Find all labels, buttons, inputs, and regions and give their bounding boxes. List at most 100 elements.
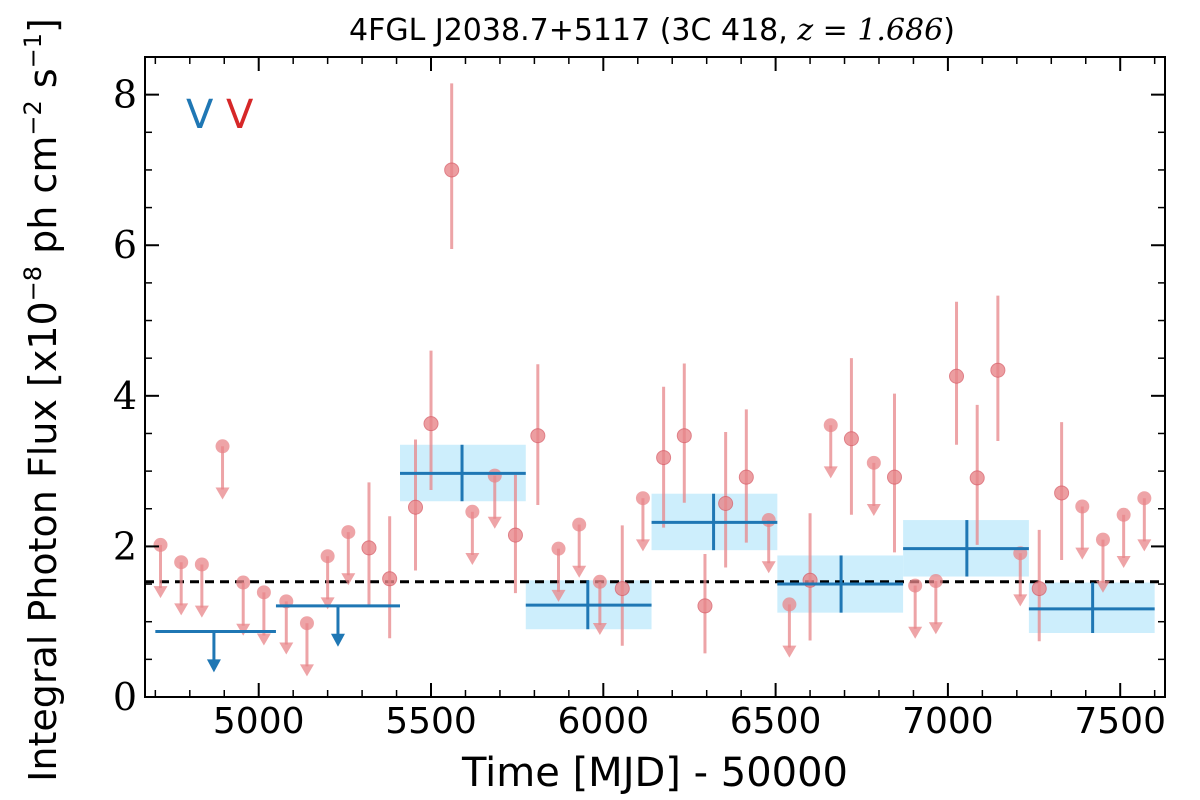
monthly-point <box>676 428 692 444</box>
monthly-series <box>153 83 1152 677</box>
legend-marker-yearly: V <box>186 92 214 138</box>
monthly-ul-point <box>551 541 566 556</box>
monthly-point <box>886 469 902 485</box>
monthly-point <box>990 362 1006 378</box>
monthly-ul-point <box>1095 532 1110 547</box>
monthly-ul-arrowhead <box>551 589 566 602</box>
monthly-ul-point <box>465 504 480 519</box>
monthly-point <box>530 428 546 444</box>
yearly-ul-arrowhead <box>330 633 345 647</box>
monthly-point <box>614 581 630 597</box>
yearly-ul-arrowhead <box>206 659 221 673</box>
yearly-series <box>155 444 1155 673</box>
monthly-point <box>444 162 460 178</box>
legend-marker-monthly: V <box>226 92 254 138</box>
monthly-ul-arrowhead <box>1137 539 1152 552</box>
monthly-ul-arrowhead <box>908 626 923 639</box>
monthly-ul-arrowhead <box>465 552 480 565</box>
monthly-ul-point <box>572 517 587 532</box>
y-tick-label: 4 <box>113 374 137 418</box>
monthly-ul-arrowhead <box>153 586 168 599</box>
monthly-point <box>697 598 713 614</box>
plot-frame <box>144 56 1166 698</box>
monthly-ul-arrowhead <box>823 466 838 479</box>
monthly-ul-point <box>761 513 776 528</box>
monthly-ul-arrowhead <box>174 603 189 616</box>
monthly-ul-arrowhead <box>866 504 881 517</box>
monthly-point <box>361 540 377 556</box>
monthly-ul-point <box>635 491 650 506</box>
monthly-ul-arrowhead <box>592 622 607 635</box>
monthly-ul-arrowhead <box>215 487 230 500</box>
x-tick-label: 6000 <box>557 701 649 742</box>
monthly-ul-arrowhead <box>1075 547 1090 560</box>
chart-title: 4FGL J2038.7+5117 (3C 418, z = 1.686) <box>349 13 955 48</box>
monthly-ul-point <box>866 455 881 470</box>
monthly-ul-point <box>908 578 923 593</box>
monthly-ul-point <box>236 575 251 590</box>
monthly-ul-point <box>1116 507 1131 522</box>
monthly-ul-arrowhead <box>782 645 797 658</box>
title-close: ) <box>943 13 955 48</box>
monthly-ul-arrowhead <box>572 565 587 578</box>
ylabel-exp2: −2 <box>19 100 47 135</box>
y-tick-label: 2 <box>113 524 137 568</box>
monthly-point <box>382 571 398 587</box>
monthly-ul-arrowhead <box>1116 555 1131 568</box>
ylabel-mid: ph cm <box>21 136 65 266</box>
monthly-point <box>718 495 734 511</box>
x-tick-label: 5500 <box>385 701 477 742</box>
monthly-ul-arrowhead <box>761 561 776 574</box>
x-tick-label: 7000 <box>902 701 994 742</box>
monthly-point <box>1054 485 1070 501</box>
monthly-ul-arrowhead <box>635 539 650 552</box>
monthly-point <box>1031 581 1047 597</box>
monthly-ul-arrowhead <box>256 633 271 646</box>
monthly-ul-point <box>823 418 838 433</box>
monthly-point <box>738 469 754 485</box>
monthly-point <box>656 450 672 466</box>
y-tick-label: 8 <box>113 73 137 117</box>
monthly-ul-point <box>153 537 168 552</box>
monthly-ul-point <box>782 597 797 612</box>
monthly-ul-point <box>487 468 502 483</box>
ylabel-main: Integral Photon Flux [x10 <box>21 301 65 782</box>
monthly-point <box>949 368 965 384</box>
monthly-ul-point <box>215 439 230 454</box>
monthly-ul-arrowhead <box>1013 594 1028 607</box>
monthly-ul-point <box>1137 491 1152 506</box>
monthly-point <box>843 431 859 447</box>
monthly-ul-arrowhead <box>279 642 294 655</box>
monthly-ul-point <box>928 574 943 589</box>
x-tick-label: 6500 <box>730 701 822 742</box>
y-tick-label: 6 <box>113 223 137 267</box>
monthly-point <box>408 499 424 515</box>
title-text: 4FGL J2038.7+5117 (3C 418, <box>349 13 797 48</box>
monthly-ul-arrowhead <box>299 664 314 677</box>
monthly-ul-point <box>299 616 314 631</box>
monthly-ul-point <box>592 574 607 589</box>
title-math: z = 1.686 <box>796 13 943 48</box>
ylabel-close: ] <box>21 18 65 33</box>
y-axis-label: Integral Photon Flux [x10−8 ph cm−2 s−1] <box>19 18 65 782</box>
monthly-ul-point <box>194 557 209 572</box>
monthly-ul-arrowhead <box>1095 580 1110 593</box>
monthly-ul-point <box>320 549 335 564</box>
monthly-point <box>423 416 439 432</box>
monthly-ul-arrowhead <box>194 605 209 618</box>
x-axis-label: Time [MJD] - 50000 <box>461 750 848 796</box>
monthly-ul-arrowhead <box>320 597 335 610</box>
ylabel-exp3: −1 <box>19 33 47 68</box>
x-tick-label: 7500 <box>1074 701 1166 742</box>
monthly-ul-point <box>256 585 271 600</box>
ylabel-end: s <box>21 68 65 100</box>
monthly-ul-arrowhead <box>928 622 943 635</box>
y-tick-label: 0 <box>113 675 137 719</box>
monthly-point <box>507 527 523 543</box>
monthly-point <box>969 470 985 486</box>
ylabel-exp1: −8 <box>19 266 47 301</box>
monthly-ul-point <box>174 555 189 570</box>
axes: 5000 5500 6000 6500 7000 7500 0 2 4 6 8 <box>113 56 1166 742</box>
monthly-ul-point <box>1075 499 1090 514</box>
